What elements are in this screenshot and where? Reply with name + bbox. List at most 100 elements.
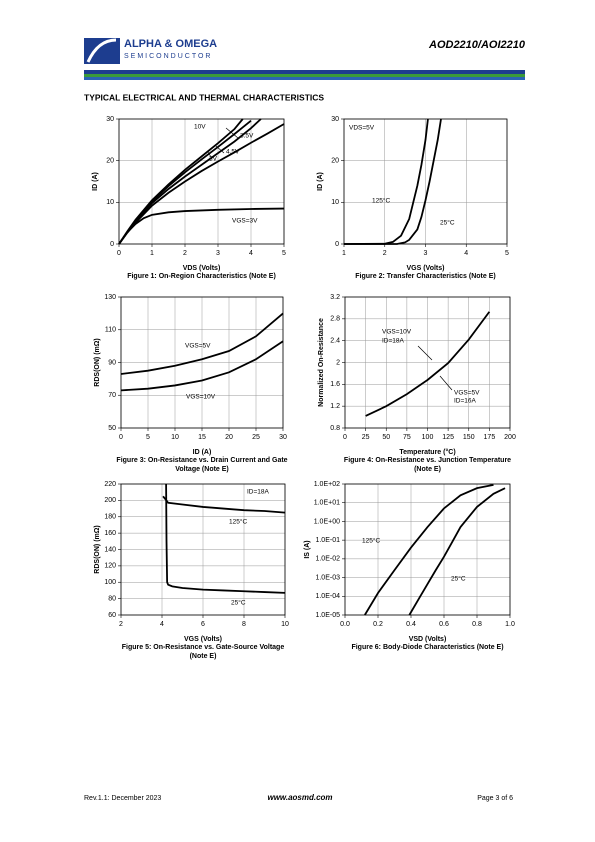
plot-frame [343, 118, 508, 245]
x-axis-label: VGS (Volts) [407, 265, 445, 272]
figure-caption: Voltage (Note E) [175, 466, 229, 473]
y-tick-label: 220 [104, 481, 116, 488]
x-axis-label: VDS (Volts) [183, 265, 221, 272]
x-tick-label: 1.0 [505, 621, 515, 628]
x-tick-label: 15 [198, 434, 206, 441]
figure-caption: Figure 1: On-Region Characteristics (Not… [127, 273, 276, 280]
x-tick-label: 4 [160, 621, 164, 628]
annotation: 125°C [229, 518, 247, 526]
pointer [215, 145, 225, 154]
y-tick-label: 100 [104, 579, 116, 586]
division: SEMICONDUCTOR [124, 53, 212, 60]
x-tick-label: 10 [171, 434, 179, 441]
figure-caption: (Note E) [190, 653, 217, 660]
annotation: 25°C [451, 575, 466, 583]
figure-caption: Figure 6: Body-Diode Characteristics (No… [351, 644, 503, 651]
plot-frame [120, 483, 286, 616]
y-tick-label: 180 [104, 514, 116, 521]
x-tick-label: 4 [249, 250, 253, 257]
x-tick-label: 2 [383, 250, 387, 257]
y-tick-label: 1.6 [330, 381, 340, 388]
y-tick-label: 1.0E-03 [315, 574, 340, 581]
y-tick-label: 1.2 [330, 403, 340, 410]
y-tick-label: 160 [104, 530, 116, 537]
y-tick-label: 90 [108, 359, 116, 366]
company: ALPHA & OMEGA [124, 38, 217, 50]
annotation: 25°C [231, 599, 246, 607]
y-tick-label: 1.0E+02 [314, 481, 340, 488]
annotation: VDS=5V [349, 125, 375, 132]
curve [118, 123, 285, 245]
x-axis-label: ID (A) [193, 449, 212, 456]
section-title: TYPICAL ELECTRICAL AND THERMAL CHARACTER… [84, 92, 324, 102]
x-tick-label: 100 [422, 434, 434, 441]
page-number: Page 3 of 6 [477, 795, 513, 802]
figure-caption: Figure 3: On-Resistance vs. Drain Curren… [116, 457, 287, 464]
x-tick-label: 175 [484, 434, 496, 441]
x-tick-label: 1 [150, 250, 154, 257]
header-bar [84, 70, 525, 74]
curve [365, 311, 491, 417]
x-tick-label: 4 [464, 250, 468, 257]
x-tick-label: 150 [463, 434, 475, 441]
x-tick-label: 8 [242, 621, 246, 628]
curve [408, 487, 506, 616]
y-tick-label: 110 [105, 327, 116, 334]
x-tick-label: 0 [117, 250, 121, 257]
y-tick-label: 20 [331, 158, 339, 165]
x-axis-label: VGS (Volts) [184, 636, 222, 643]
pointer [225, 127, 239, 139]
y-tick-label: 3.2 [330, 294, 340, 301]
x-tick-label: 6 [201, 621, 205, 628]
annotation: ID=18A [382, 338, 405, 345]
y-tick-label: 1.0E+01 [314, 500, 340, 507]
annotation: VGS=10V [382, 329, 412, 336]
curve [120, 340, 284, 392]
y-tick-label: 1.0E-02 [315, 556, 340, 563]
y-tick-label: 80 [108, 595, 116, 602]
annotation: 25°C [440, 219, 455, 227]
y-tick-label: 50 [108, 425, 116, 432]
y-tick-label: 200 [104, 497, 116, 504]
figure-caption: (Note E) [414, 466, 441, 473]
annotation: 125°C [362, 537, 380, 545]
curve [162, 495, 286, 514]
pointer [439, 375, 453, 391]
x-tick-label: 3 [424, 250, 428, 257]
pointer [207, 151, 212, 158]
revision: Rev.1.1: December 2023 [84, 795, 161, 802]
curve [118, 207, 285, 245]
x-tick-label: 0.0 [340, 621, 350, 628]
part-number: AOD2210/AOI2210 [428, 39, 526, 51]
y-tick-label: 30 [106, 116, 114, 123]
x-tick-label: 200 [504, 434, 516, 441]
figure-caption: Figure 5: On-Resistance vs. Gate-Source … [122, 644, 285, 651]
annotation: ID=18A [247, 489, 270, 496]
x-tick-label: 125 [442, 434, 454, 441]
annotation: 125°C [372, 197, 390, 205]
plot-frame [118, 118, 285, 245]
y-axis-label: Normalized On-Resistance [318, 318, 325, 407]
x-tick-label: 5 [505, 250, 509, 257]
y-axis-label: ID (A) [92, 172, 99, 191]
curve [120, 312, 284, 375]
curve [343, 118, 429, 245]
x-tick-label: 3 [216, 250, 220, 257]
y-tick-label: 0.8 [330, 425, 340, 432]
y-tick-label: 1.0E-01 [315, 537, 340, 544]
x-axis-label: VSD (Volts) [409, 636, 447, 643]
annotation: VGS=3V [232, 218, 258, 225]
x-tick-label: 30 [279, 434, 287, 441]
y-tick-label: 70 [108, 392, 116, 399]
annotation: ID=16A [454, 398, 477, 405]
curve [344, 118, 442, 245]
annotation: VGS=5V [454, 390, 480, 397]
y-tick-label: 2.4 [330, 338, 340, 345]
y-tick-label: 2 [336, 359, 340, 366]
header-bar [84, 77, 525, 80]
curve [364, 483, 494, 616]
y-tick-label: 10 [331, 199, 339, 206]
y-tick-label: 30 [331, 116, 339, 123]
pointer [417, 345, 433, 361]
